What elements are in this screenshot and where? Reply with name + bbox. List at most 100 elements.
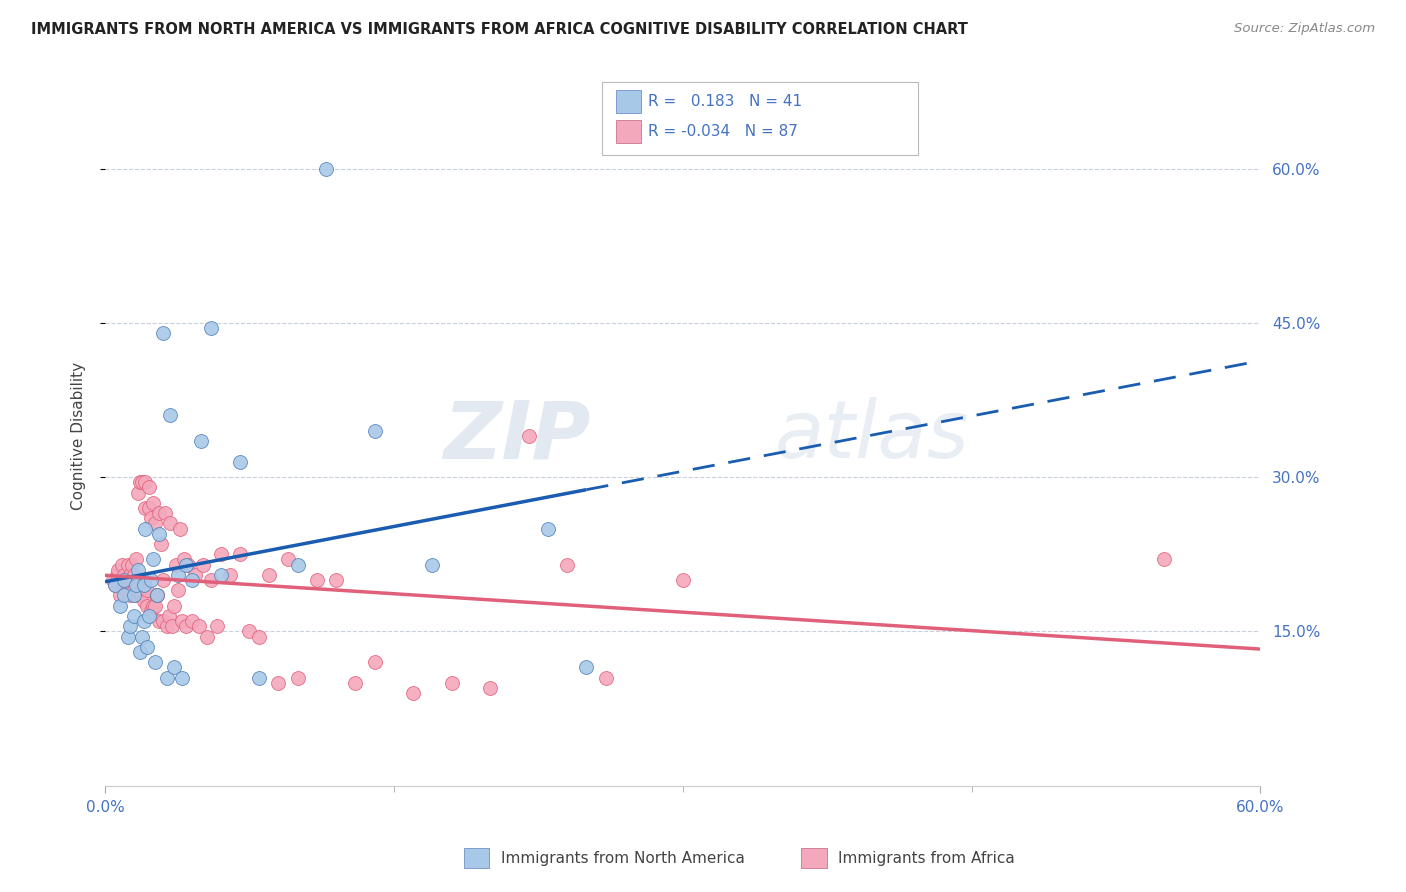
Point (344, 676, 367, 690)
Point (180, 573, 202, 587)
Text: R =   0.183   N = 41: R = 0.183 N = 41 (648, 95, 803, 109)
Point (363, 424, 385, 438)
Point (165, 558, 187, 572)
Point (122, 609, 145, 624)
Point (131, 589, 153, 603)
Point (163, 599, 186, 613)
Point (170, 614, 193, 628)
Point (127, 578, 149, 592)
Point (134, 475, 156, 490)
Point (200, 573, 222, 587)
Point (132, 614, 155, 628)
Point (169, 522, 191, 536)
Point (141, 604, 163, 618)
Point (118, 619, 141, 633)
Point (101, 573, 124, 587)
Point (229, 455, 252, 469)
Point (110, 589, 132, 603)
Point (209, 547, 232, 561)
Point (257, 567, 280, 582)
Point (152, 614, 174, 628)
Point (128, 475, 150, 490)
Point (117, 558, 139, 572)
Point (422, 558, 444, 572)
Text: ZIP: ZIP (443, 397, 591, 475)
Point (537, 522, 560, 536)
Point (148, 614, 170, 628)
Point (152, 326, 174, 341)
Point (159, 409, 181, 423)
Point (180, 614, 202, 628)
Point (146, 589, 169, 603)
Point (479, 681, 502, 695)
Text: Immigrants from Africa: Immigrants from Africa (838, 851, 1015, 865)
Point (138, 501, 160, 516)
Point (138, 609, 160, 624)
Point (149, 537, 172, 551)
Point (287, 558, 309, 572)
Point (146, 589, 169, 603)
Point (122, 567, 145, 582)
Point (148, 506, 170, 520)
Point (229, 547, 252, 561)
Point (132, 573, 155, 587)
Point (153, 506, 176, 520)
Point (575, 660, 598, 674)
Point (104, 578, 127, 592)
Point (110, 599, 132, 613)
Point (159, 516, 181, 531)
Point (402, 686, 425, 700)
Point (143, 599, 166, 613)
Point (440, 676, 463, 690)
Point (132, 593, 155, 607)
Point (146, 589, 169, 603)
Point (132, 578, 155, 592)
Point (127, 563, 149, 577)
Point (112, 589, 135, 603)
Point (156, 619, 179, 633)
Point (1153, 552, 1175, 566)
Point (195, 630, 218, 644)
Point (162, 619, 184, 633)
Point (174, 619, 197, 633)
Point (143, 655, 166, 669)
Point (125, 552, 148, 566)
Point (152, 573, 174, 587)
Point (141, 511, 163, 525)
Point (136, 640, 159, 654)
Point (555, 558, 578, 572)
Text: Source: ZipAtlas.com: Source: ZipAtlas.com (1234, 22, 1375, 36)
Point (128, 645, 150, 659)
Point (115, 583, 138, 598)
Point (141, 573, 163, 587)
Point (112, 567, 135, 582)
Point (121, 578, 143, 592)
Text: atlas: atlas (775, 397, 970, 475)
Point (122, 583, 145, 598)
Point (142, 599, 165, 613)
Point (277, 552, 299, 566)
Point (121, 558, 143, 572)
Point (125, 578, 148, 592)
Point (118, 567, 141, 582)
Point (148, 526, 170, 541)
Point (156, 671, 179, 685)
Point (173, 552, 195, 566)
Point (325, 573, 347, 587)
Text: Immigrants from North America: Immigrants from North America (501, 851, 744, 865)
Point (157, 609, 180, 624)
Text: R = -0.034   N = 87: R = -0.034 N = 87 (648, 124, 799, 138)
Point (142, 496, 165, 510)
Point (138, 480, 160, 494)
Point (205, 619, 228, 633)
Point (247, 671, 270, 685)
Point (167, 583, 190, 598)
Point (209, 567, 232, 582)
Point (131, 475, 153, 490)
Point (200, 321, 222, 335)
Point (267, 676, 290, 690)
Point (219, 567, 242, 582)
Point (134, 501, 156, 516)
Point (128, 589, 150, 603)
Point (112, 578, 135, 592)
